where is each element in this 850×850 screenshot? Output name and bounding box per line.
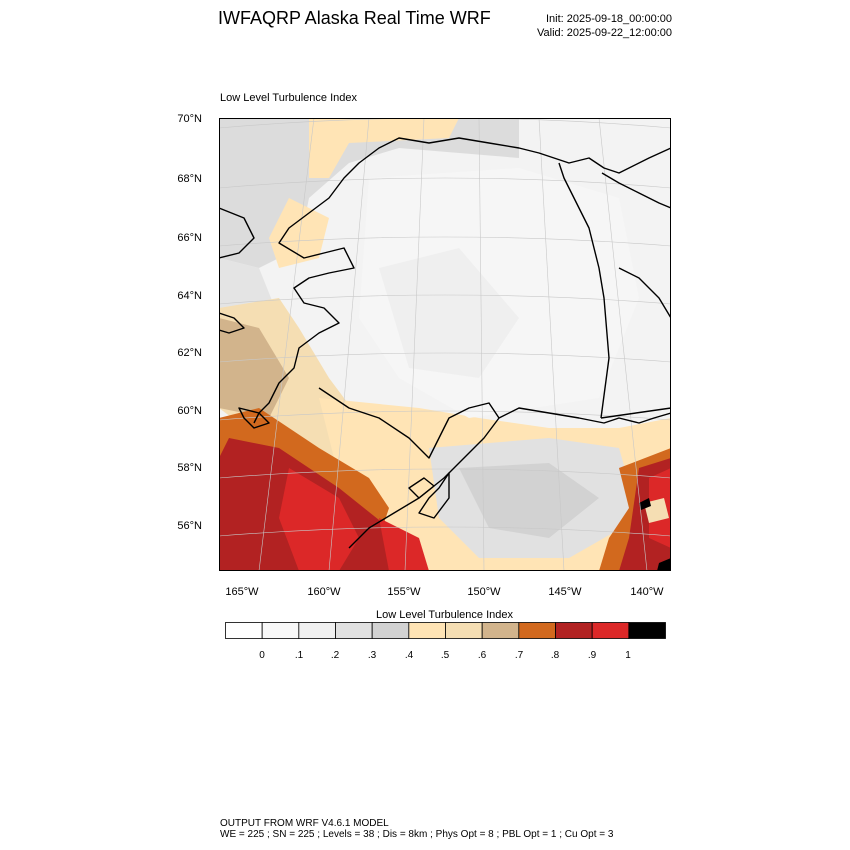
init-valid-times: Init: 2025-09-18_00:00:00 Valid: 2025-09… [520,12,672,40]
coastline [219,137,671,549]
model-info-line2: WE = 225 ; SN = 225 ; Levels = 38 ; Dis … [220,829,614,840]
colorbar-box [225,622,263,639]
colorbar-box [371,622,410,639]
map-field-label: Low Level Turbulence Index [220,92,357,104]
colorbar-tick-label: .8 [550,650,560,661]
colorbar-box [335,622,373,639]
colorbar-box [261,622,300,639]
plot-title: IWFAQRP Alaska Real Time WRF [218,8,491,28]
lon-label: 150°W [467,586,501,598]
lat-label: 64°N [177,290,202,302]
colorbar-box [555,622,593,639]
lat-label: 56°N [177,520,202,532]
lon-label: 140°W [630,586,664,598]
colorbar-boxes [225,622,666,639]
lon-label: 155°W [387,586,421,598]
colorbar-tick-label: .2 [330,650,340,661]
colorbar-box [591,622,630,639]
turbulence-map [219,118,671,571]
colorbar-tick-label: .5 [440,650,450,661]
colorbar-title: Low Level Turbulence Index [376,609,513,621]
colorbar-tick-label: 0 [259,650,265,661]
colorbar-tick-label: .3 [367,650,377,661]
lat-label: 68°N [177,173,202,185]
valid-time: Valid: 2025-09-22_12:00:00 [537,27,672,39]
lat-label: 60°N [177,405,202,417]
colorbar-tick-label: .9 [587,650,597,661]
colorbar [225,622,666,639]
colorbar-tick-label: .7 [514,650,524,661]
graticule [219,118,671,571]
lon-label: 160°W [307,586,341,598]
init-time: Init: 2025-09-18_00:00:00 [546,13,672,25]
colorbar-box [518,622,556,639]
lat-label: 58°N [177,462,202,474]
colorbar-box [445,622,483,639]
lon-label: 165°W [225,586,259,598]
map-frame [219,118,671,571]
lon-label: 145°W [548,586,582,598]
model-info-line1: OUTPUT FROM WRF V4.6.1 MODEL [220,818,389,829]
colorbar-tick-label: .6 [477,650,487,661]
lat-label: 70°N [177,113,202,125]
colorbar-tick-label: .4 [404,650,414,661]
colorbar-box [298,622,336,639]
lat-label: 66°N [177,232,202,244]
lat-label: 62°N [177,347,202,359]
colorbar-tick-label: .1 [294,650,304,661]
colorbar-box [408,622,446,639]
colorbar-box [481,622,520,639]
colorbar-tick-label: 1 [625,650,631,661]
colorbar-box [628,622,666,639]
